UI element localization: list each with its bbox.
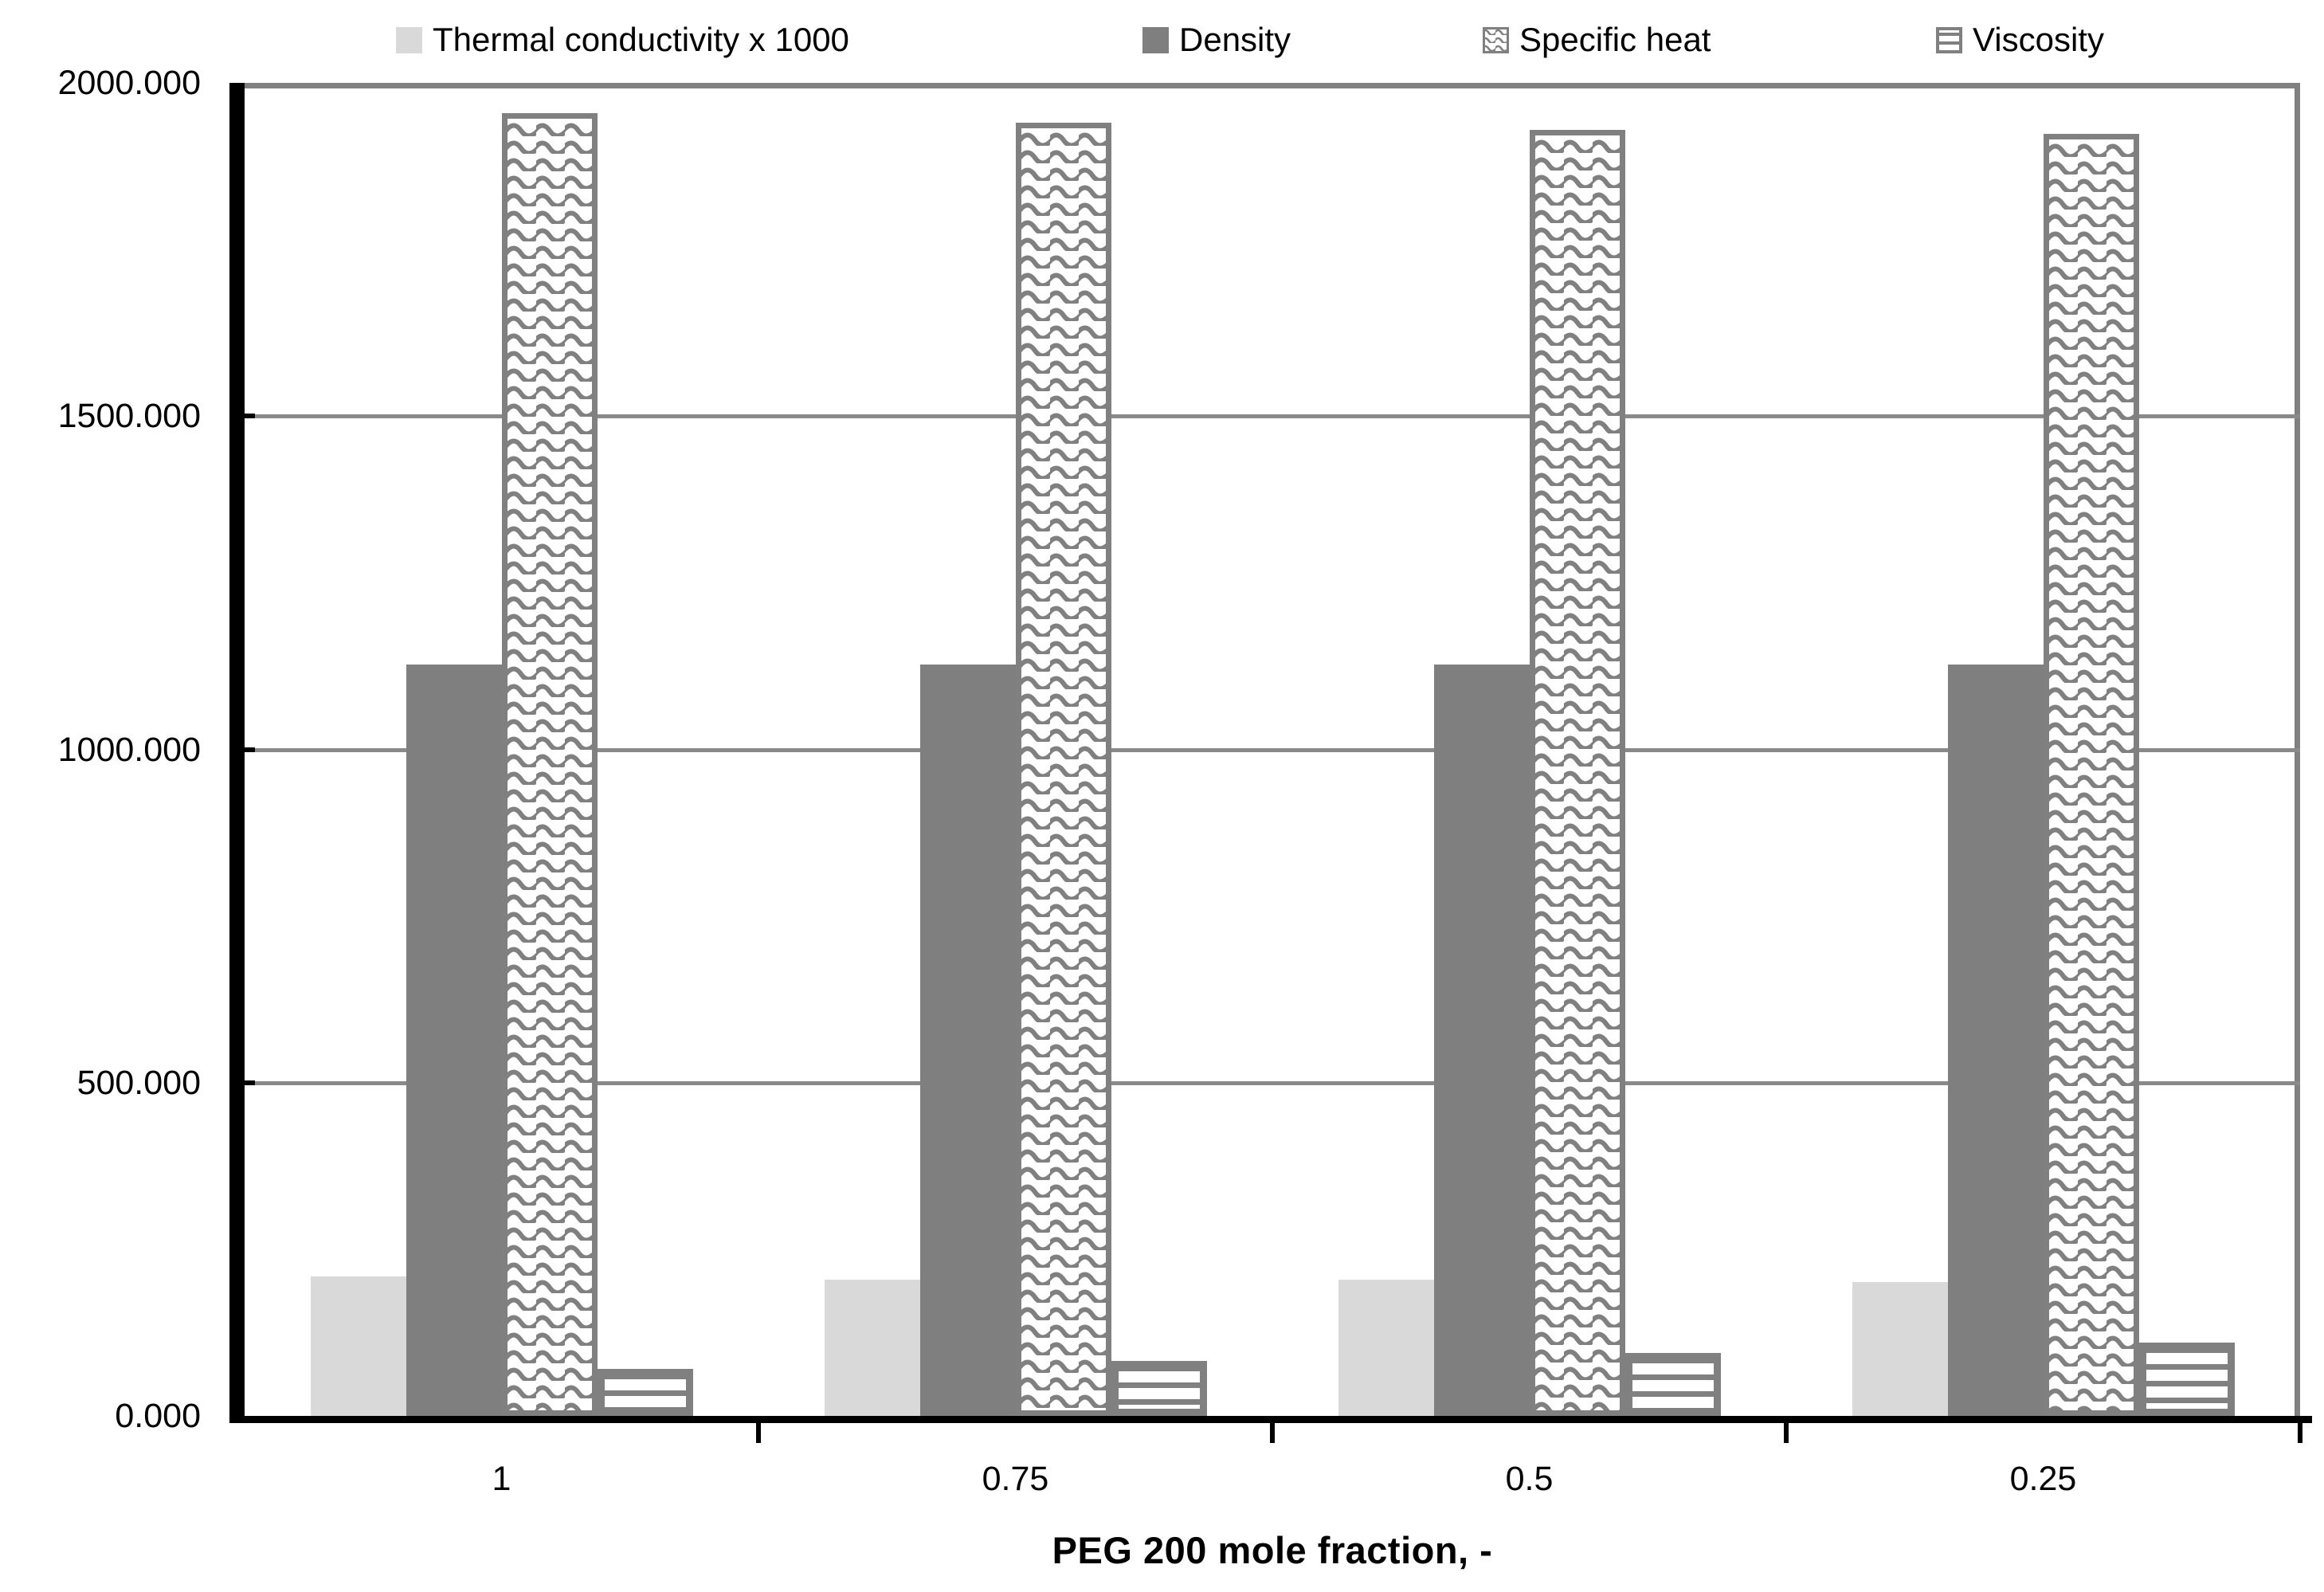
bar-group-1 [245, 83, 758, 1416]
y-tick-1000 [245, 747, 255, 752]
legend-label-density: Density [1179, 21, 1291, 58]
y-axis-line [229, 83, 245, 1423]
y-tick-label-2000: 2000.000 [57, 64, 201, 102]
gridline-1000 [245, 747, 2300, 752]
bar-group-0-5 [1272, 83, 1786, 1416]
x-axis-title: PEG 200 mole fraction, - [1052, 1529, 1493, 1571]
bar-thermal-conductivity-x-1000-0-75 [824, 1280, 920, 1416]
viscosity-pattern-fill [2146, 1353, 2228, 1409]
legend-item-density: Density [1142, 18, 1291, 62]
specific-heat-pattern-fill [2048, 139, 2134, 1410]
legend-label-thermal-conductivity-x-1000: Thermal conductivity x 1000 [433, 21, 849, 58]
bar-specific-heat-0-25 [2043, 134, 2139, 1416]
y-tick-label-0: 0.000 [115, 1397, 201, 1435]
bar-thermal-conductivity-x-1000-0-25 [1852, 1282, 1948, 1416]
bar-viscosity-1 [597, 1369, 693, 1416]
plot-top-border [245, 83, 2300, 88]
legend-label-specific-heat: Specific heat [1519, 21, 1711, 58]
bar-group-0-75 [758, 83, 1272, 1416]
gridline-1500 [245, 414, 2300, 419]
viscosity-pattern-fill [1118, 1371, 1200, 1409]
legend-item-viscosity: Viscosity [1936, 18, 2104, 62]
y-tick-label-1000: 1000.000 [57, 730, 201, 769]
bar-viscosity-0-75 [1111, 1361, 1207, 1416]
legend-label-viscosity: Viscosity [1973, 21, 2104, 58]
x-tick-label-0-25: 0.25 [2009, 1460, 2077, 1498]
bar-specific-heat-1 [501, 113, 598, 1416]
viscosity-pattern-fill [1632, 1363, 1714, 1409]
bar-group-0-25 [1786, 83, 2300, 1416]
y-tick-label-1500: 1500.000 [57, 397, 201, 436]
x-tick-4 [2298, 1416, 2302, 1443]
plot-area [245, 83, 2300, 1416]
viscosity-pattern-fill [604, 1379, 686, 1409]
bar-viscosity-0-25 [2138, 1343, 2235, 1416]
y-tick-label-500: 500.000 [76, 1063, 201, 1102]
chart-legend: Thermal conductivity x 1000 Density Specif… [0, 18, 2324, 62]
bar-thermal-conductivity-x-1000-0-5 [1338, 1280, 1434, 1416]
bar-specific-heat-0-5 [1529, 130, 1625, 1416]
x-tick-label-1: 1 [492, 1460, 511, 1498]
y-tick-500 [245, 1080, 255, 1085]
legend-item-specific-heat: Specific heat [1483, 18, 1711, 62]
legend-swatch-thermal-conductivity-x-1000 [396, 26, 422, 53]
legend-swatch-viscosity [1936, 26, 1962, 53]
bar-thermal-conductivity-x-1000-1 [310, 1276, 406, 1416]
y-tick-1500 [245, 414, 255, 419]
bar-density-1 [406, 665, 502, 1416]
specific-heat-pattern-fill [1021, 128, 1106, 1410]
bar-density-0-5 [1433, 665, 1530, 1416]
specific-heat-pattern-fill [507, 119, 592, 1410]
x-tick-label-0-75: 0.75 [982, 1460, 1049, 1498]
gridline-500 [245, 1080, 2300, 1085]
x-tick-label-0-5: 0.5 [1505, 1460, 1554, 1498]
x-tick-3 [1784, 1416, 1789, 1443]
legend-swatch-specific-heat [1483, 26, 1509, 53]
x-tick-1 [756, 1416, 761, 1443]
legend-swatch-density [1142, 26, 1169, 53]
x-tick-2 [1270, 1416, 1275, 1443]
bar-density-0-75 [919, 665, 1016, 1416]
bar-density-0-25 [1947, 665, 2044, 1416]
bar-viscosity-0-5 [1624, 1353, 1721, 1416]
legend-item-thermal-conductivity-x-1000: Thermal conductivity x 1000 [396, 18, 849, 62]
bar-specific-heat-0-75 [1015, 123, 1111, 1416]
specific-heat-pattern-fill [1534, 135, 1620, 1410]
